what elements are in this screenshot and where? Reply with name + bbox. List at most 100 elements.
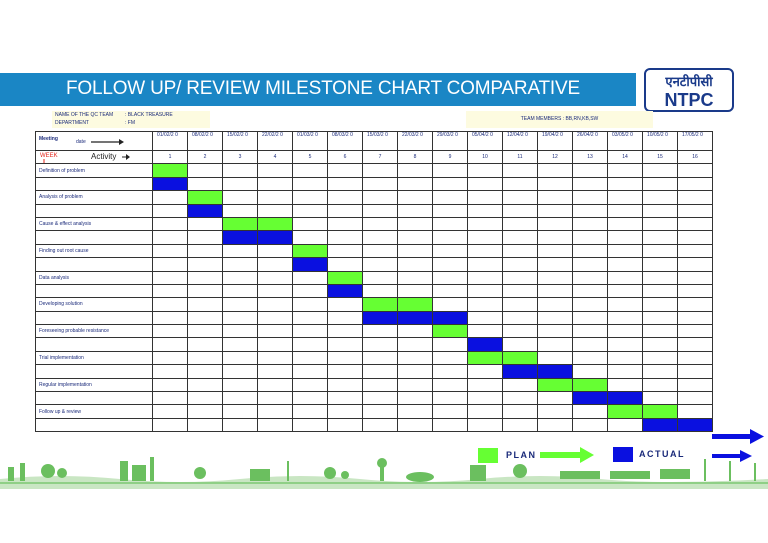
empty-cell [467, 270, 503, 285]
activity-name: Finding out root cause [35, 243, 153, 259]
empty-cell [467, 364, 503, 379]
date-cell: 22/03/2 0 [397, 131, 433, 151]
empty-cell [327, 377, 363, 393]
empty-cell [467, 230, 503, 245]
empty-cell [222, 417, 258, 433]
empty-cell [327, 364, 363, 379]
empty-cell [222, 350, 258, 366]
logo-hindi-text: एनटीपीसी [664, 74, 713, 90]
actual-row [35, 337, 713, 352]
empty-cell [642, 391, 678, 406]
empty-cell [292, 190, 328, 205]
team-name-label: NAME OF THE QC TEAM [55, 112, 114, 118]
empty-cell [432, 297, 468, 312]
empty-cell [222, 324, 258, 339]
empty-cell [152, 377, 188, 393]
empty-cell [397, 163, 433, 178]
actual-bar-cell [537, 364, 573, 379]
department-label: DEPARTMENT [55, 120, 89, 126]
week-header-row: WEEK Activity 1 2 3 4 5 6 7 8 9 10 11 12 13 14 15 16 [35, 149, 713, 165]
activity-name: Trial implementation [35, 350, 153, 366]
week-number-cell: 14 [607, 149, 643, 165]
week-number-cell: 9 [432, 149, 468, 165]
empty-cell [432, 364, 468, 379]
date-cell: 03/05/2 0 [607, 131, 643, 151]
empty-cell [467, 417, 503, 433]
empty-cell [537, 337, 573, 352]
empty-cell [362, 230, 398, 245]
activity-name: Regular implementation [35, 377, 153, 393]
empty-cell [187, 163, 223, 178]
empty-cell [537, 324, 573, 339]
empty-cell [292, 417, 328, 433]
empty-cell [432, 163, 468, 178]
empty-cell [362, 283, 398, 299]
empty-cell [432, 350, 468, 366]
empty-cell [572, 203, 608, 218]
empty-cell [397, 230, 433, 245]
empty-cell [607, 216, 643, 232]
empty-cell [397, 270, 433, 285]
date-cell: 08/02/2 0 [187, 131, 223, 151]
empty-cell [642, 377, 678, 393]
empty-cell [537, 163, 573, 178]
empty-cell [222, 391, 258, 406]
empty-cell [502, 243, 538, 259]
empty-cell [222, 297, 258, 312]
empty-cell [572, 337, 608, 352]
team-info-box: NAME OF THE QC TEAM : BLACK TREASURE DEP… [52, 111, 210, 128]
empty-cell [642, 337, 678, 352]
activity-arrow-icon [122, 154, 130, 160]
empty-cell [537, 350, 573, 366]
empty-cell [152, 203, 188, 218]
team-name-value: : BLACK TREASURE [125, 112, 173, 118]
actual-bar-cell [327, 283, 363, 299]
plan-row: Regular implementation [35, 377, 713, 393]
empty-cell [607, 324, 643, 339]
empty-cell [607, 163, 643, 178]
empty-cell [432, 216, 468, 232]
actual-row [35, 230, 713, 245]
empty-cell [257, 203, 293, 218]
empty-cell [222, 283, 258, 299]
empty-cell [187, 216, 223, 232]
empty-cell [467, 243, 503, 259]
empty-cell [537, 230, 573, 245]
title-bar [0, 73, 636, 106]
empty-cell [432, 417, 468, 433]
empty-cell [397, 190, 433, 205]
empty-cell [502, 391, 538, 406]
actual-legend-label: ACTUAL [639, 449, 685, 459]
week-label: WEEK [40, 153, 58, 159]
plan-row: Trial implementation [35, 350, 713, 366]
empty-cell [292, 203, 328, 218]
plan-legend-label: PLAN [506, 450, 537, 460]
empty-cell [467, 163, 503, 178]
department-value: : FM [125, 120, 135, 126]
empty-cell [572, 270, 608, 285]
empty-cell [187, 417, 223, 433]
empty-cell [257, 257, 293, 272]
empty-cell [607, 230, 643, 245]
empty-cell [222, 190, 258, 205]
empty-cell [187, 377, 223, 393]
empty-cell [537, 310, 573, 326]
empty-cell [432, 190, 468, 205]
date-cell: 17/05/2 0 [677, 131, 713, 151]
empty-cell [222, 270, 258, 285]
empty-cell [677, 310, 713, 326]
empty-cell [642, 350, 678, 366]
empty-cell [537, 417, 573, 433]
empty-cell [642, 283, 678, 299]
meeting-date-header: Meeting date [35, 131, 153, 151]
empty-cell [187, 364, 223, 379]
empty-cell [642, 203, 678, 218]
empty-cell [572, 324, 608, 339]
activity-name-spacer [35, 310, 153, 326]
empty-cell [152, 230, 188, 245]
empty-cell [292, 176, 328, 192]
empty-cell [677, 216, 713, 232]
empty-cell [432, 270, 468, 285]
week-number-cell: 10 [467, 149, 503, 165]
actual-row [35, 283, 713, 299]
